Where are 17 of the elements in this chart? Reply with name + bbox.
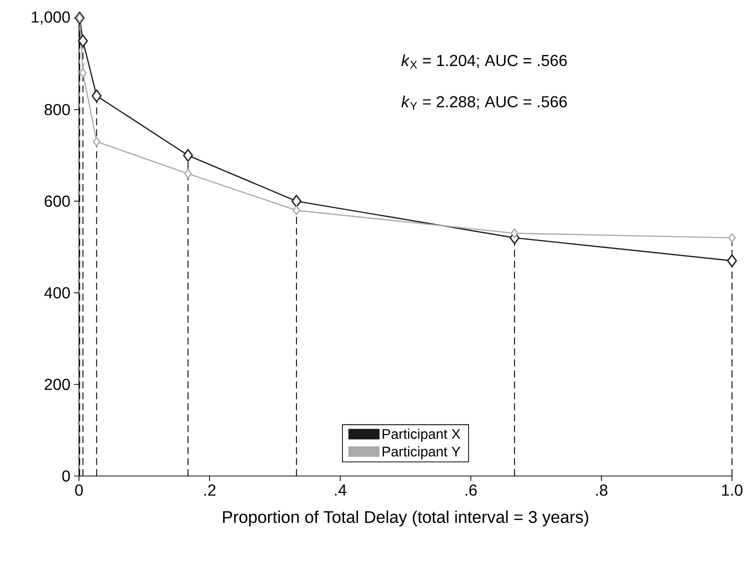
y-tick-label: 600	[44, 196, 70, 207]
y-tick-label: 0	[62, 470, 70, 482]
y-tick-label: 400	[44, 287, 70, 298]
x-axis-title: Proportion of Total Delay (total interval = 3 years)	[223, 510, 588, 526]
annotation: k$_{X}$ = 1.204; AUC = .566	[401, 54, 567, 69]
legend-label: Participant X	[382, 428, 460, 442]
x-tick-label: .2	[204, 484, 216, 496]
x-tick-label: .6	[466, 484, 477, 496]
y-tick-label: 800	[44, 104, 70, 116]
legend-label: Participant Y	[382, 446, 460, 460]
y-tick-label: 1,000	[32, 11, 70, 25]
x-tick-label: .8	[596, 484, 608, 496]
x-tick-label: .4	[335, 484, 346, 496]
annotation: k$_{Y}$ = 2.288; AUC = .566	[401, 96, 567, 110]
y-tick-label: 200	[44, 378, 70, 390]
x-tick-label: 1.0	[722, 484, 742, 496]
x-tick-label: 0	[75, 484, 83, 496]
